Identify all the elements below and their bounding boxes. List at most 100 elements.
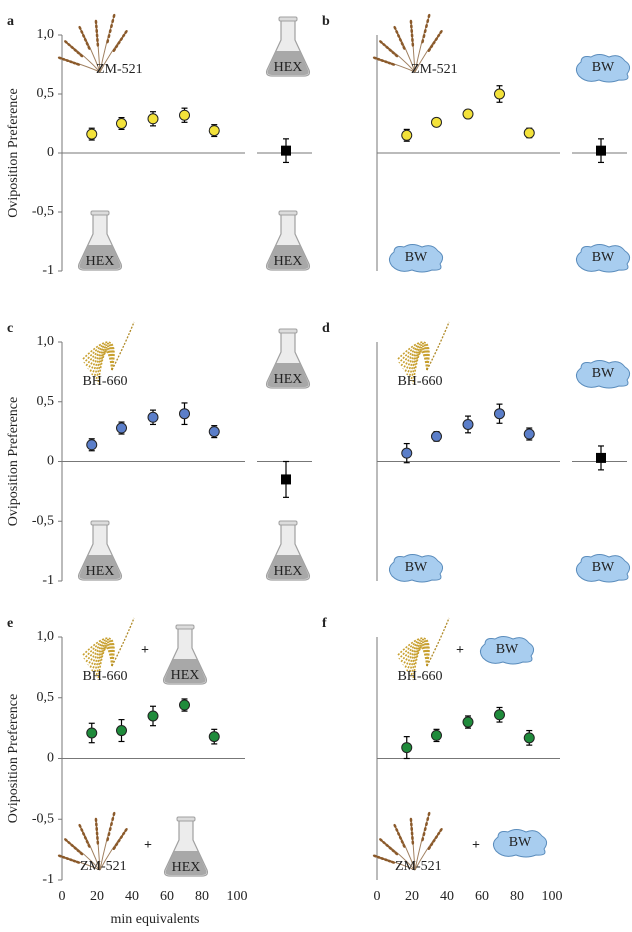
wheat-grain: [398, 835, 402, 840]
wheat-grain: [75, 62, 81, 66]
wheat-grain: [83, 37, 87, 42]
y-tick-label: -0,5: [32, 513, 54, 528]
x-tick-label: 20: [90, 889, 104, 904]
rice-strand: [410, 350, 428, 382]
bw-icon: [388, 554, 444, 583]
wheat-grain: [398, 37, 402, 42]
wheat-grain: [391, 849, 396, 853]
wheat-grain: [382, 840, 386, 845]
panel-letter: c: [7, 321, 13, 336]
flask-icon: [265, 520, 311, 581]
x-tick-label: 60: [160, 889, 174, 904]
rice-stem: [111, 617, 135, 667]
wheat-grain: [75, 860, 81, 864]
data-point: [462, 108, 474, 120]
x-tick-label: 80: [195, 889, 209, 904]
wheat-grain: [410, 33, 414, 38]
wheat-grain: [83, 835, 87, 840]
y-tick-label: -1: [42, 573, 54, 588]
wheat-grain: [112, 48, 116, 52]
stimulus-label: HEX: [86, 564, 115, 579]
wheat-grain: [95, 822, 98, 827]
y-axis-label: Oviposition Preference: [6, 694, 21, 823]
wheat-grain: [434, 835, 438, 840]
stimulus-label: BH-660: [397, 374, 442, 389]
wheat-grain: [85, 839, 89, 844]
wheat-grain: [111, 816, 115, 822]
wheat-grain: [425, 821, 428, 827]
stimulus-label: HEX: [274, 60, 303, 75]
wheat-grain: [380, 59, 385, 62]
y-axis-label: Oviposition Preference: [6, 397, 21, 526]
data-point: [431, 729, 442, 741]
control-point: [596, 145, 606, 156]
flask-rim: [175, 624, 195, 630]
flask-rim: [90, 210, 110, 216]
wheat-grain: [94, 817, 98, 823]
bw-icon: [575, 54, 631, 83]
wheat-grain: [106, 39, 110, 44]
wheat-grain: [110, 23, 113, 29]
wheat-grain: [426, 816, 430, 822]
flask-icon: [265, 210, 311, 271]
wheat-grain: [95, 24, 98, 29]
wheat-grain: [82, 831, 86, 836]
wheat-grain: [427, 13, 431, 19]
wheat-grain: [67, 840, 71, 845]
wheat-grain: [385, 843, 389, 848]
rice-icon: [81, 617, 135, 681]
wheat-grain: [122, 831, 126, 836]
wheat-grain: [390, 860, 396, 864]
wheat-grain: [397, 33, 401, 38]
x-axis-label: min equivalents: [110, 912, 199, 927]
wheat-grain: [112, 811, 116, 817]
wheat-grain: [439, 30, 443, 34]
data-point: [523, 732, 535, 744]
wheat-grain: [372, 56, 378, 60]
wheat-grain: [65, 857, 70, 860]
wheat-grain: [410, 822, 413, 827]
data-point: [401, 129, 413, 141]
wheat-grain: [72, 61, 77, 65]
wheat-grain: [422, 34, 426, 39]
wheat-grain: [79, 851, 84, 856]
wheat-grain: [78, 823, 82, 829]
wheat-grain: [411, 42, 415, 47]
wheat-grain: [411, 37, 414, 43]
wheat-grain: [388, 846, 393, 850]
wheat-grain: [85, 41, 89, 46]
data-point: [431, 116, 442, 128]
y-tick-label: 0,5: [37, 690, 55, 705]
wheat-grain: [394, 851, 399, 856]
flask-liquid: [165, 851, 207, 875]
stimulus-label: BH-660: [82, 669, 127, 684]
wheat-grain: [383, 60, 388, 64]
wheat-grain: [108, 28, 112, 34]
data-point: [523, 127, 535, 139]
rice-stem: [426, 321, 450, 371]
wheat-grain: [430, 44, 434, 49]
stimulus-label: HEX: [274, 564, 303, 579]
panel-letter: b: [322, 14, 330, 29]
rice-strand: [412, 647, 428, 681]
x-tick-label: 100: [227, 889, 248, 904]
wheat-grain: [395, 29, 399, 35]
data-point: [147, 113, 159, 125]
y-tick-label: 0: [47, 454, 54, 469]
wheat-grain: [64, 838, 68, 842]
wheat-grain: [94, 19, 98, 25]
stimulus-label: HEX: [172, 860, 201, 875]
stimulus-label: HEX: [274, 254, 303, 269]
stimulus-label: BH-660: [82, 374, 127, 389]
flask-icon: [77, 210, 123, 271]
stimulus-label: ZM-521: [411, 62, 458, 77]
wheat-grain: [72, 859, 77, 863]
wheat-grain: [380, 857, 385, 860]
data-point: [401, 742, 413, 754]
bw-icon: [479, 636, 535, 665]
wheat-grain: [410, 28, 414, 34]
wheat-grain: [434, 37, 438, 42]
data-point: [431, 430, 442, 442]
x-tick-label: 0: [374, 889, 381, 904]
flask-rim: [278, 328, 298, 334]
